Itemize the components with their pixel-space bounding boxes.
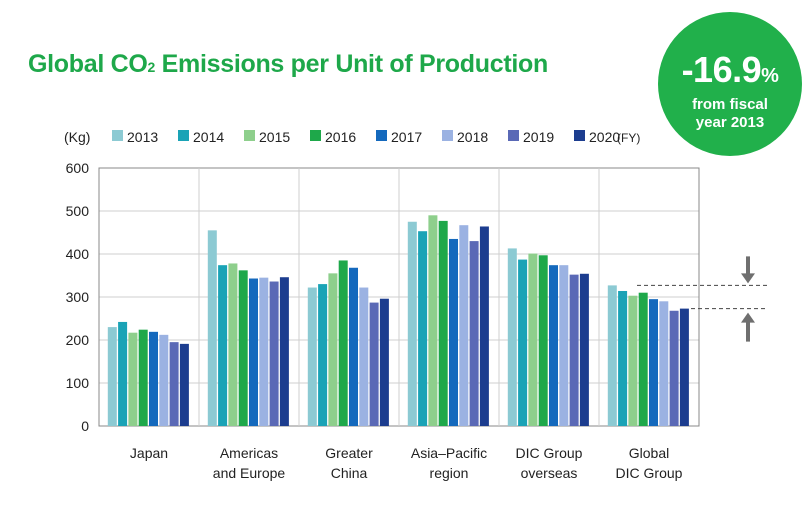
bar-2017 [449,238,458,426]
x-tick-label: overseas [521,465,578,481]
legend-label-2013: 2013 [127,129,158,145]
legend-swatch-2020 [574,130,585,141]
bar-2016 [238,270,248,426]
y-tick-label: 400 [66,246,90,262]
bar-2013 [207,230,217,426]
legend-swatch-2018 [442,130,453,141]
bar-2020 [179,343,189,426]
y-tick-label: 600 [66,160,90,176]
bar-2018 [259,277,269,426]
y-tick-label: 300 [66,289,90,305]
bar-2013 [107,327,117,426]
bar-2018 [659,301,669,426]
bar-2016 [338,260,348,426]
bar-2019 [569,274,579,426]
legend-swatch-2016 [310,130,321,141]
bar-2014 [518,259,528,426]
bar-2015 [328,273,338,426]
bar-2020 [279,277,289,426]
legend-swatch-2013 [112,130,123,141]
x-tick-label: China [331,465,368,481]
legend-swatch-2014 [178,130,189,141]
bar-2020 [579,273,589,426]
x-tick-label: region [430,465,469,481]
bar-2014 [418,231,428,426]
bar-2017 [549,265,558,426]
y-tick-label: 0 [81,418,89,434]
legend-label-2016: 2016 [325,129,356,145]
x-tick-label: DIC Group [616,465,683,481]
bar-2013 [607,285,617,426]
bar-2016 [638,292,648,426]
bar-2019 [669,310,679,426]
y-tick-label: 100 [66,375,90,391]
y-tick-label: 200 [66,332,90,348]
bar-2018 [459,225,469,426]
down-arrow-shaft [746,256,750,275]
bar-2013 [407,221,417,426]
legend-label-2017: 2017 [391,129,422,145]
bar-2018 [359,287,369,426]
bar-2015 [228,263,238,426]
legend-label-2019: 2019 [523,129,554,145]
fy-label: (FY) [617,131,640,145]
legend-swatch-2019 [508,130,519,141]
legend-label-2015: 2015 [259,129,290,145]
legend-swatch-2015 [244,130,255,141]
y-unit-label: (Kg) [64,129,90,145]
x-tick-label: DIC Group [516,445,583,461]
bar-2015 [528,253,538,426]
legend-swatch-2017 [376,130,387,141]
chart-title: Global CO2 Emissions per Unit of Product… [28,50,548,78]
bar-2019 [269,281,279,426]
bar-2017 [249,278,258,426]
bar-2014 [118,321,128,426]
bar-2015 [428,215,438,426]
bar-2017 [149,331,158,426]
legend-label-2018: 2018 [457,129,488,145]
x-tick-label: Greater [325,445,373,461]
x-tick-label: Japan [130,445,168,461]
bar-2019 [469,241,479,426]
bar-2020 [679,308,689,426]
bar-2013 [507,248,517,426]
bar-2016 [138,329,148,426]
bar-2014 [618,290,628,426]
x-tick-label: Global [629,445,669,461]
bar-2016 [538,255,548,426]
bar-2013 [307,287,317,426]
bar-2020 [379,298,389,426]
bar-2018 [559,265,569,426]
y-tick-label: 500 [66,203,90,219]
reduction-value: -16.9% [681,49,779,90]
down-arrow-icon [741,273,755,284]
up-arrow-shaft [746,321,750,342]
bar-2014 [318,284,328,426]
bar-2018 [159,334,169,426]
x-tick-label: and Europe [213,465,286,481]
bar-2020 [479,226,489,426]
bar-2017 [649,299,658,426]
bar-2016 [438,220,448,426]
legend-label-2020: 2020 [589,129,620,145]
x-tick-label: Americas [220,445,278,461]
reduction-caption: from fiscal year 2013 [692,96,768,131]
reduction-badge: -16.9% from fiscal year 2013 [658,12,802,156]
bar-2014 [218,265,228,426]
bar-2017 [349,267,358,426]
bar-2019 [169,342,179,426]
bar-2015 [128,332,138,426]
up-arrow-icon [741,312,755,323]
bar-2015 [628,295,638,426]
x-tick-label: Asia–Pacific [411,445,487,461]
bar-2019 [369,302,379,426]
legend-label-2014: 2014 [193,129,224,145]
